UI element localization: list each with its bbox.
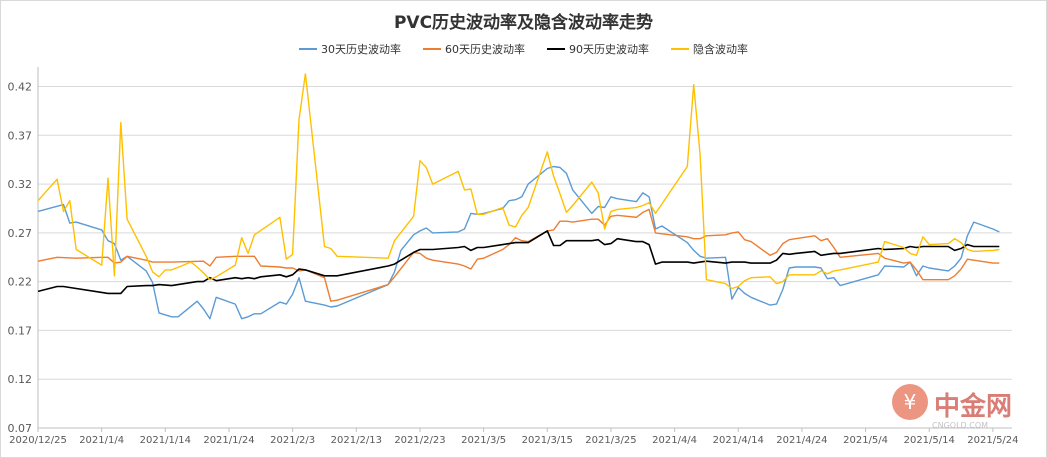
- watermark-text: 中金网: [934, 392, 1013, 422]
- x-tick-label: 2020/12/25: [9, 435, 67, 446]
- y-tick-label: 0.17: [8, 324, 33, 337]
- legend-label: 隐含波动率: [693, 43, 748, 56]
- x-tick-label: 2021/4/24: [776, 435, 827, 446]
- x-tick-label: 2021/2/23: [394, 435, 445, 446]
- legend-label: 90天历史波动率: [569, 43, 649, 56]
- watermark-subtext: CNGOLD.COM: [932, 421, 989, 430]
- x-tick-label: 2021/4/4: [652, 435, 697, 446]
- watermark: ¥ 中金网 CNGOLD.COM: [872, 382, 1032, 432]
- series-line-1: [37, 165, 1000, 320]
- y-tick-label: 0.27: [8, 227, 33, 240]
- legend: 30天历史波动率 60天历史波动率 90天历史波动率 隐含波动率: [0, 41, 1047, 57]
- series-line-2: [37, 208, 1000, 302]
- y-tick-label: 0.22: [8, 276, 33, 289]
- y-tick-label: 0.12: [8, 373, 33, 386]
- coin-logo-icon: ¥: [892, 384, 928, 420]
- x-tick-label: 2021/3/15: [522, 435, 573, 446]
- legend-item: 60天历史波动率: [423, 41, 525, 57]
- series-line-3: [37, 230, 1000, 295]
- y-tick-label: 0.37: [8, 129, 33, 142]
- legend-label: 60天历史波动率: [445, 43, 525, 56]
- x-tick-label: 2021/4/14: [713, 435, 764, 446]
- legend-label: 30天历史波动率: [321, 43, 401, 56]
- x-tick-label: 2021/1/24: [203, 435, 254, 446]
- series-line-4: [37, 73, 1000, 290]
- legend-swatch: [547, 48, 565, 50]
- legend-item: 90天历史波动率: [547, 41, 649, 57]
- legend-swatch: [423, 48, 441, 50]
- y-tick-label: 0.32: [8, 178, 33, 191]
- legend-swatch: [671, 48, 689, 50]
- y-tick-label: 0.42: [8, 81, 33, 94]
- chart-title: PVC历史波动率及隐含波动率走势: [393, 13, 654, 33]
- x-tick-label: 2021/2/13: [331, 435, 382, 446]
- x-tick-label: 2021/5/24: [967, 435, 1018, 446]
- y-tick-label: 0.07: [8, 422, 33, 435]
- x-tick-label: 2021/3/25: [585, 435, 636, 446]
- x-tick-label: 2021/5/14: [904, 435, 955, 446]
- x-tick-label: 2021/1/14: [140, 435, 191, 446]
- legend-item: 隐含波动率: [671, 41, 748, 57]
- x-tick-label: 2021/1/4: [79, 435, 124, 446]
- x-tick-label: 2021/2/3: [270, 435, 315, 446]
- legend-item: 30天历史波动率: [299, 41, 401, 57]
- x-tick-label: 2021/3/5: [461, 435, 506, 446]
- legend-swatch: [299, 48, 317, 50]
- x-tick-label: 2021/5/4: [843, 435, 888, 446]
